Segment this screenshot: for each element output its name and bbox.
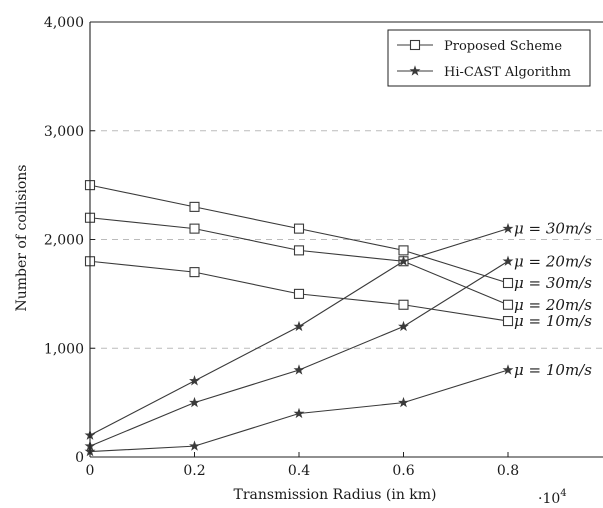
tick-labels: 0 1,000 2,000 3,000 4,000 0 0.2 0.4 0.6 0.8 bbox=[44, 15, 519, 479]
series-2-point-2 bbox=[293, 288, 305, 299]
y-tick-label-2: 2,000 bbox=[44, 233, 84, 249]
y-tick-label-1: 1,000 bbox=[44, 341, 84, 357]
series-annotation-1: μ = 20m/s bbox=[514, 296, 592, 314]
y-tick-label-3: 3,000 bbox=[44, 124, 84, 140]
legend-marker-1 bbox=[409, 65, 421, 76]
series-5-point-2 bbox=[293, 407, 305, 419]
legend-items: Proposed Scheme Hi-CAST Algorithm bbox=[397, 39, 571, 80]
series-4-point-1 bbox=[189, 396, 200, 408]
series-annotation-5: μ = 10m/s bbox=[514, 361, 592, 379]
series-3 bbox=[84, 222, 514, 440]
series-2-point-4 bbox=[502, 316, 514, 327]
series-annotation-3: μ = 30m/s bbox=[514, 220, 592, 238]
series-2-point-1 bbox=[189, 267, 200, 278]
series-annotation-2: μ = 10m/s bbox=[514, 312, 592, 330]
series-0-point-1 bbox=[189, 201, 200, 212]
x-tick-label-4: 0.8 bbox=[497, 463, 519, 479]
x-axis-title: Transmission Radius (in km) bbox=[234, 487, 437, 503]
series-4 bbox=[84, 255, 514, 451]
x-multiplier-base: ·10 bbox=[538, 491, 560, 507]
legend: Proposed Scheme Hi-CAST Algorithm bbox=[387, 29, 591, 87]
series-3-point-2 bbox=[293, 320, 305, 332]
series-1-point-2 bbox=[293, 245, 305, 256]
x-multiplier: ·104 bbox=[538, 488, 567, 507]
series-4-point-2 bbox=[293, 364, 305, 375]
y-tick-label-4: 4,000 bbox=[44, 15, 84, 31]
legend-marker-0 bbox=[409, 39, 421, 51]
series-layer bbox=[84, 180, 514, 457]
series-annotation-4: μ = 20m/s bbox=[514, 252, 592, 270]
x-tick-label-0: 0 bbox=[86, 463, 95, 479]
x-tick-label-3: 0.6 bbox=[392, 463, 414, 479]
series-1-point-1 bbox=[189, 223, 200, 234]
x-multiplier-exponent: 4 bbox=[560, 488, 566, 499]
series-0-point-4 bbox=[502, 277, 514, 289]
series-line-3 bbox=[89, 228, 509, 436]
series-5 bbox=[84, 364, 514, 457]
series-annotation-0: μ = 30m/s bbox=[514, 274, 592, 292]
legend-label-0: Proposed Scheme bbox=[444, 39, 562, 54]
series-5-point-4 bbox=[502, 364, 514, 375]
series-5-point-1 bbox=[189, 440, 200, 451]
series-annotations: μ = 30m/sμ = 20m/sμ = 30m/sμ = 20m/sμ = … bbox=[514, 220, 592, 379]
series-4-point-4 bbox=[502, 255, 514, 266]
y-axis-title: Number of collisions bbox=[14, 165, 30, 312]
series-1-point-4 bbox=[502, 299, 514, 310]
legend-box bbox=[387, 29, 591, 87]
series-0-point-3 bbox=[398, 245, 409, 256]
series-3-point-3 bbox=[398, 255, 409, 266]
grid-lines bbox=[90, 130, 603, 349]
series-5-point-3 bbox=[398, 396, 409, 408]
series-3-point-1 bbox=[189, 375, 200, 386]
series-2-point-3 bbox=[398, 299, 409, 310]
x-tick-label-2: 0.4 bbox=[288, 463, 310, 479]
axes bbox=[89, 21, 603, 458]
series-0 bbox=[84, 180, 514, 289]
x-tick-label-1: 0.2 bbox=[183, 463, 205, 479]
series-2 bbox=[84, 256, 514, 327]
y-tick-label-0: 0 bbox=[75, 450, 84, 466]
series-3-point-4 bbox=[502, 222, 514, 234]
series-4-point-3 bbox=[398, 320, 409, 332]
series-0-point-2 bbox=[293, 223, 305, 234]
legend-label-1: Hi-CAST Algorithm bbox=[444, 65, 571, 80]
